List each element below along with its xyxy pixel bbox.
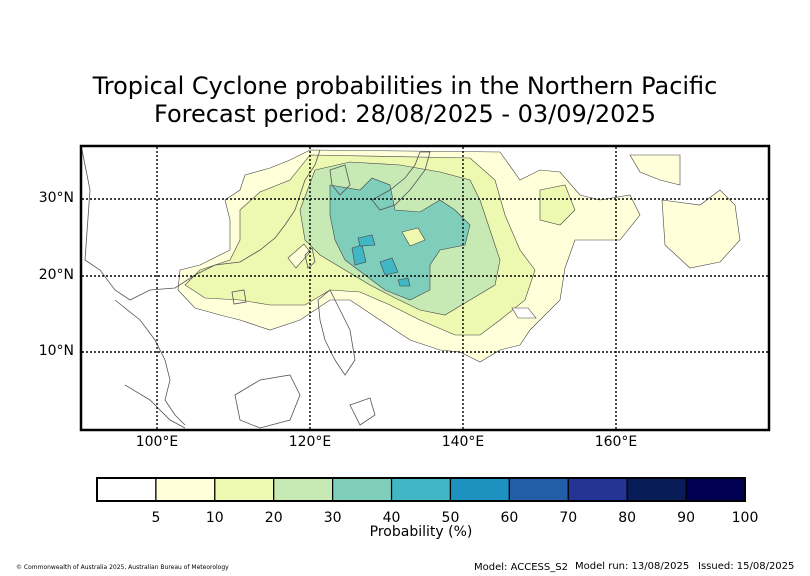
contour-40-50-a	[351, 244, 367, 266]
contour-40-50-c	[357, 234, 376, 247]
colorbar-cell	[332, 477, 393, 502]
coastline-korea	[329, 164, 351, 196]
contour-10-20-east	[539, 184, 576, 226]
coastline-indochina	[114, 299, 186, 426]
colorbar-cell	[449, 477, 510, 502]
colorbar-cell	[214, 477, 275, 502]
colorbar-cell	[273, 477, 334, 502]
colorbar-tick-label: 10	[205, 510, 224, 526]
coastline-borneo	[234, 374, 301, 429]
colorbar-tick-label: 20	[264, 510, 283, 526]
contour-hole-1	[401, 227, 426, 247]
colorbar-cell	[96, 477, 157, 502]
chart-title-line2: Forecast period: 28/08/2025 - 03/09/2025	[154, 100, 656, 128]
copyright-text: © Commonwealth of Australia 2025, Austra…	[16, 564, 229, 571]
contour-5-10-east	[661, 189, 741, 269]
chart-title-line1: Tropical Cyclone probabilities in the No…	[92, 72, 718, 100]
model-run-text: Model run: 13/08/2025	[575, 561, 690, 572]
colorbar-tick-label: 60	[500, 510, 519, 526]
coastline-taiwan	[304, 247, 316, 269]
lon-label-120e: 120°E	[288, 434, 332, 450]
contour-5-10-ne	[629, 154, 681, 186]
contour-40-50-d	[397, 277, 411, 287]
colorbar-tick-label: 40	[382, 510, 401, 526]
coastline-china	[81, 149, 321, 301]
contour-hole-2	[511, 307, 537, 319]
coastline-sulawesi	[349, 397, 376, 426]
coastline-japan	[371, 151, 431, 211]
colorbar-cell	[567, 477, 628, 502]
lat-label-20n: 20°N	[38, 267, 74, 283]
colorbar-tick-label: 70	[559, 510, 578, 526]
colorbar-tick-label: 50	[441, 510, 460, 526]
colorbar-cell	[390, 477, 452, 502]
lon-label-160e: 160°E	[594, 434, 638, 450]
colorbar-cell	[155, 477, 216, 502]
colorbar-tick-label: 80	[618, 510, 637, 526]
gridlines	[82, 147, 768, 429]
colorbar-label: Probability (%)	[369, 524, 473, 540]
model-text: Model: ACCESS_S2	[474, 562, 568, 573]
contour-40-50-b	[379, 257, 399, 276]
colorbar-tick-label: 30	[323, 510, 342, 526]
colorbar-cell	[626, 477, 687, 502]
colorbar-tick-label: 90	[677, 510, 695, 526]
lat-label-30n: 30°N	[38, 190, 74, 206]
colorbar-tick-label: 100	[731, 510, 759, 526]
coastlines	[81, 149, 431, 429]
lon-label-140e: 140°E	[441, 434, 485, 450]
coastline-hainan	[231, 289, 247, 305]
coastline-philippines	[317, 289, 356, 376]
colorbar-tick-label: 5	[151, 510, 161, 526]
colorbar-cell	[685, 477, 746, 502]
lat-label-10n: 10°N	[38, 343, 74, 359]
colorbar-cell	[508, 477, 569, 502]
issued-text: Issued: 15/08/2025	[698, 561, 795, 572]
lon-label-100e: 100°E	[135, 434, 179, 450]
map-frame	[79, 144, 771, 432]
coastline-sumatra	[124, 384, 186, 429]
